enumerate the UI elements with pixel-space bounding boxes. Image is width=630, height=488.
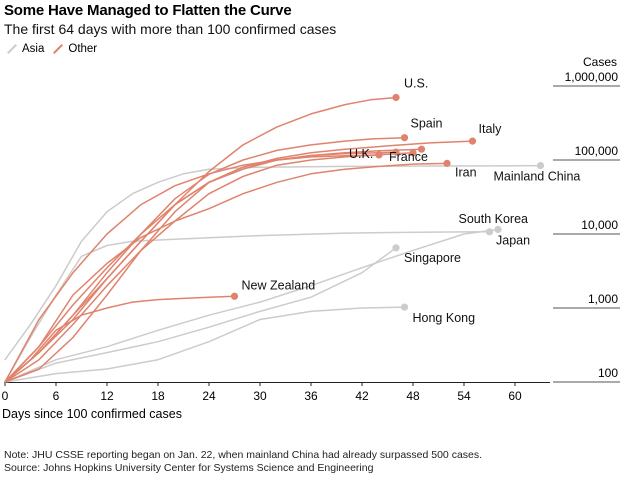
series-line-u-s — [4, 96, 397, 383]
x-tick-label: 36 — [304, 389, 318, 403]
x-tick-label: 30 — [253, 389, 267, 403]
end-marker-italy — [468, 137, 477, 145]
chart-title: Some Have Managed to Flatten the Curve — [4, 2, 292, 19]
x-tick-label: 6 — [53, 389, 60, 403]
end-marker-hong-kong — [400, 303, 409, 311]
x-tick-label: 18 — [151, 389, 165, 403]
y-tick-label: 10,000 — [581, 218, 618, 232]
x-tick-label: 54 — [457, 389, 471, 403]
end-marker-south-korea — [485, 228, 494, 236]
footnote: Note: JHU CSSE reporting began on Jan. 2… — [4, 449, 483, 461]
series-line-south-korea — [4, 231, 491, 383]
y-tick-label: 1,000 — [588, 292, 618, 306]
y-tick-label: 1,000,000 — [565, 70, 619, 84]
series-line-hong-kong — [4, 306, 406, 383]
annotation-u-s: U.S. — [404, 76, 428, 90]
y-axis-title: Cases — [583, 55, 617, 69]
series-line-new-zealand — [4, 295, 236, 383]
annotation-japan: Japan — [496, 234, 530, 248]
legend-label-other: Other — [68, 43, 98, 55]
series-line-iran — [4, 162, 448, 383]
x-axis-title: Days since 100 confirmed cases — [2, 407, 182, 421]
end-marker-germany — [417, 145, 426, 153]
end-marker-u-k — [392, 148, 400, 156]
series-line-mainland-china — [4, 164, 542, 361]
series-line-singapore — [4, 247, 397, 383]
end-marker-iran — [443, 159, 451, 167]
series-line-france — [4, 152, 414, 383]
x-tick-label: 24 — [202, 389, 216, 403]
series-line-u-k — [4, 151, 397, 383]
y-tick-label: 100,000 — [575, 144, 619, 158]
x-tick-label: 42 — [355, 389, 369, 403]
end-marker-japan — [494, 225, 502, 234]
legend-item-other: Other — [52, 43, 97, 55]
legend: Asia Other — [6, 43, 105, 55]
end-marker-singapore — [392, 244, 400, 252]
end-marker-u-s — [392, 93, 400, 102]
series-line-japan — [4, 228, 499, 383]
end-marker-france — [409, 149, 417, 157]
annotation-south-korea: South Korea — [459, 212, 529, 226]
series-line-italy — [4, 140, 474, 383]
annotation-spain: Spain — [411, 117, 443, 131]
annotation-france: France — [389, 150, 428, 164]
x-tick-label: 0 — [2, 389, 9, 403]
annotation-mainland-china: Mainland China — [494, 170, 581, 184]
annotation-u-k: U.K. — [349, 147, 373, 161]
legend-item-asia: Asia — [6, 43, 44, 55]
annotation-new-zealand: New Zealand — [242, 278, 316, 292]
y-tick-label: 100 — [598, 366, 618, 380]
annotation-hong-kong: Hong Kong — [413, 311, 476, 325]
end-marker-mainland-china — [536, 162, 545, 170]
annotation-iran: Iran — [455, 165, 477, 179]
end-marker-new-zealand — [230, 292, 239, 300]
x-tick-label: 12 — [100, 389, 114, 403]
source-note: Source: Johns Hopkins University Center … — [4, 462, 374, 474]
legend-label-asia: Asia — [22, 43, 45, 55]
annotation-singapore: Singapore — [404, 251, 461, 265]
x-tick-label: 60 — [508, 389, 522, 403]
series-line-turkey — [4, 154, 380, 383]
x-tick-label: 48 — [406, 389, 420, 403]
chart-subtitle: The first 64 days with more than 100 con… — [4, 21, 337, 37]
annotation-italy: Italy — [479, 122, 503, 136]
end-marker-spain — [400, 134, 409, 142]
